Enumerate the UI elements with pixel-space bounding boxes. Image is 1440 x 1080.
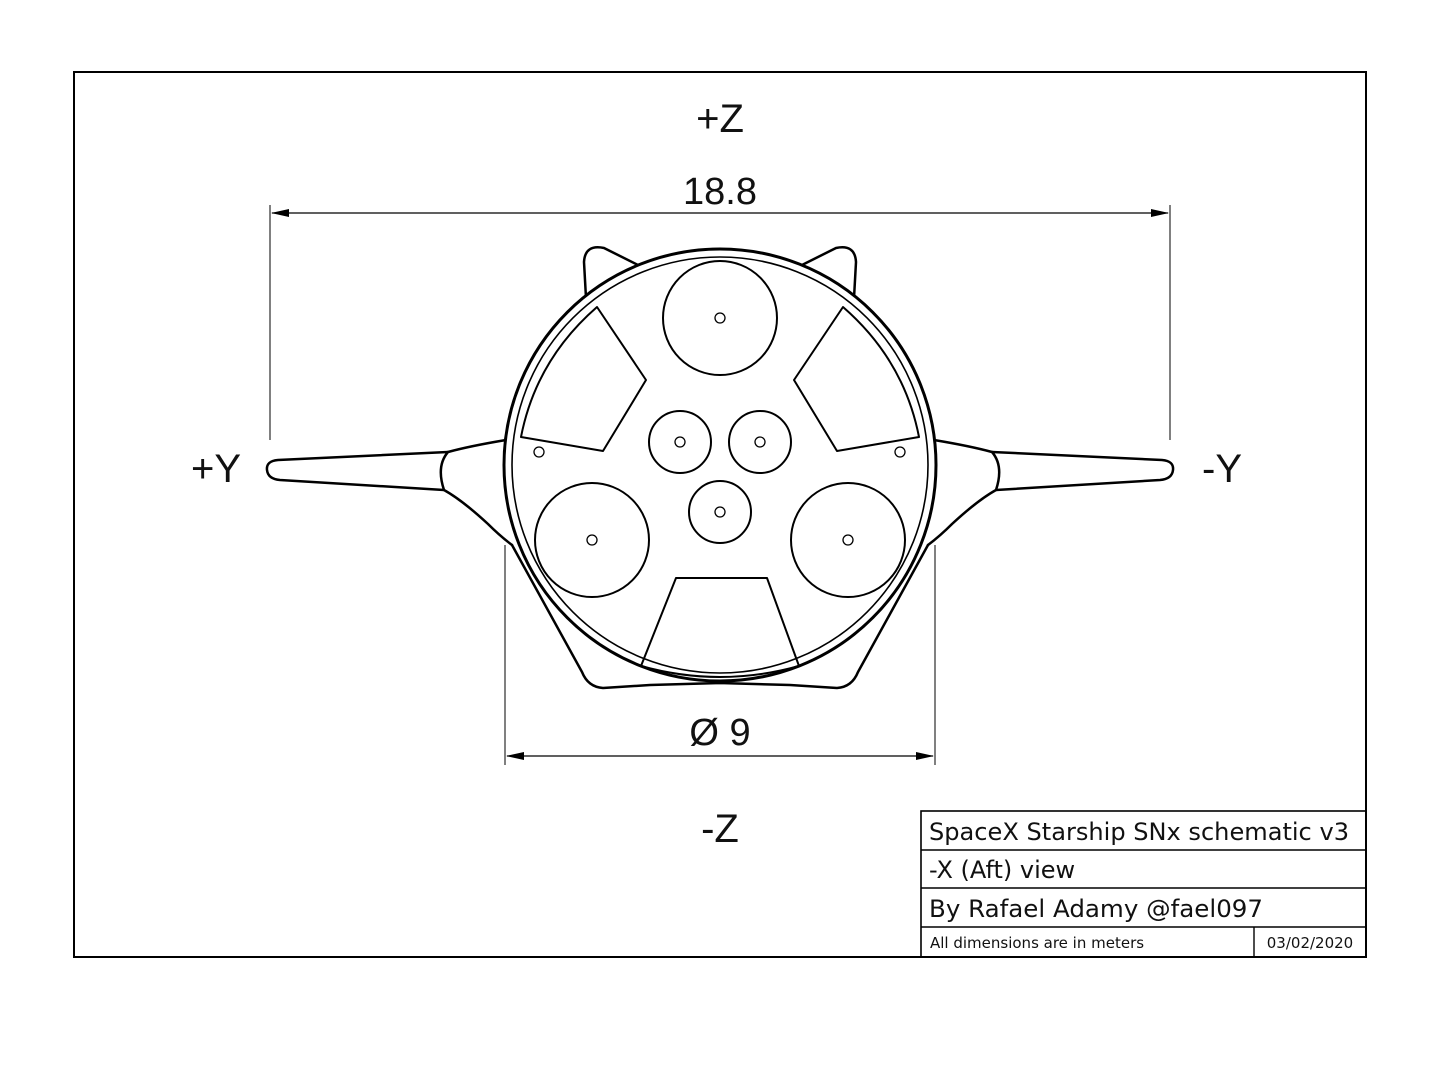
title-block-units-note: All dimensions are in meters: [930, 934, 1144, 952]
axis-label-top: +Z: [696, 97, 744, 141]
fin-right: [926, 438, 1001, 547]
diameter-dimension: Ø 9: [504, 545, 936, 765]
bolt-hole-right: [894, 446, 906, 458]
title-block-date: 03/02/2020: [1267, 934, 1353, 952]
title-block-view: -X (Aft) view: [929, 856, 1075, 884]
sl-engine-bottom: [688, 480, 752, 544]
starship-aft-view: [265, 246, 1175, 690]
panel-upper-left: [520, 306, 647, 452]
vacuum-engine-right: [790, 482, 906, 598]
sl-engine-bottom-center: [714, 506, 726, 518]
title-block-author: By Rafael Adamy @fael097: [929, 895, 1263, 923]
title-block-title: SpaceX Starship SNx schematic v3: [929, 818, 1349, 846]
span-dimension: 18.8: [269, 171, 1171, 440]
panel-upper-right: [793, 306, 920, 452]
hull-outer-ring: [502, 247, 938, 683]
diameter-dimension-value: Ø 9: [689, 712, 750, 754]
sl-engine-left-center: [674, 436, 686, 448]
axis-label-right: -Y: [1202, 447, 1242, 491]
vacuum-engine-top-center: [714, 312, 726, 324]
canard-right: [798, 246, 858, 300]
vacuum-engine-left-center: [586, 534, 598, 546]
fin-left-blade: [265, 450, 450, 492]
vacuum-engine-top: [662, 260, 778, 376]
sl-engine-right-center: [754, 436, 766, 448]
fin-right-blade: [990, 450, 1175, 492]
fin-left: [439, 438, 514, 547]
canard-left: [582, 246, 642, 300]
axis-label-left: +Y: [191, 447, 241, 491]
vacuum-engine-left: [534, 482, 650, 598]
hull-inner-ring: [511, 256, 929, 674]
sl-engine-right: [728, 410, 792, 474]
panel-bottom: [640, 577, 800, 678]
axis-label-bottom: -Z: [701, 807, 739, 851]
span-dimension-value: 18.8: [683, 171, 757, 213]
aft-skirt: [510, 543, 930, 690]
drawing-border: [73, 71, 1367, 958]
title-block: SpaceX Starship SNx schematic v3 -X (Aft…: [920, 810, 1367, 958]
vacuum-engine-right-center: [842, 534, 854, 546]
sl-engine-left: [648, 410, 712, 474]
bolt-hole-left: [533, 446, 545, 458]
